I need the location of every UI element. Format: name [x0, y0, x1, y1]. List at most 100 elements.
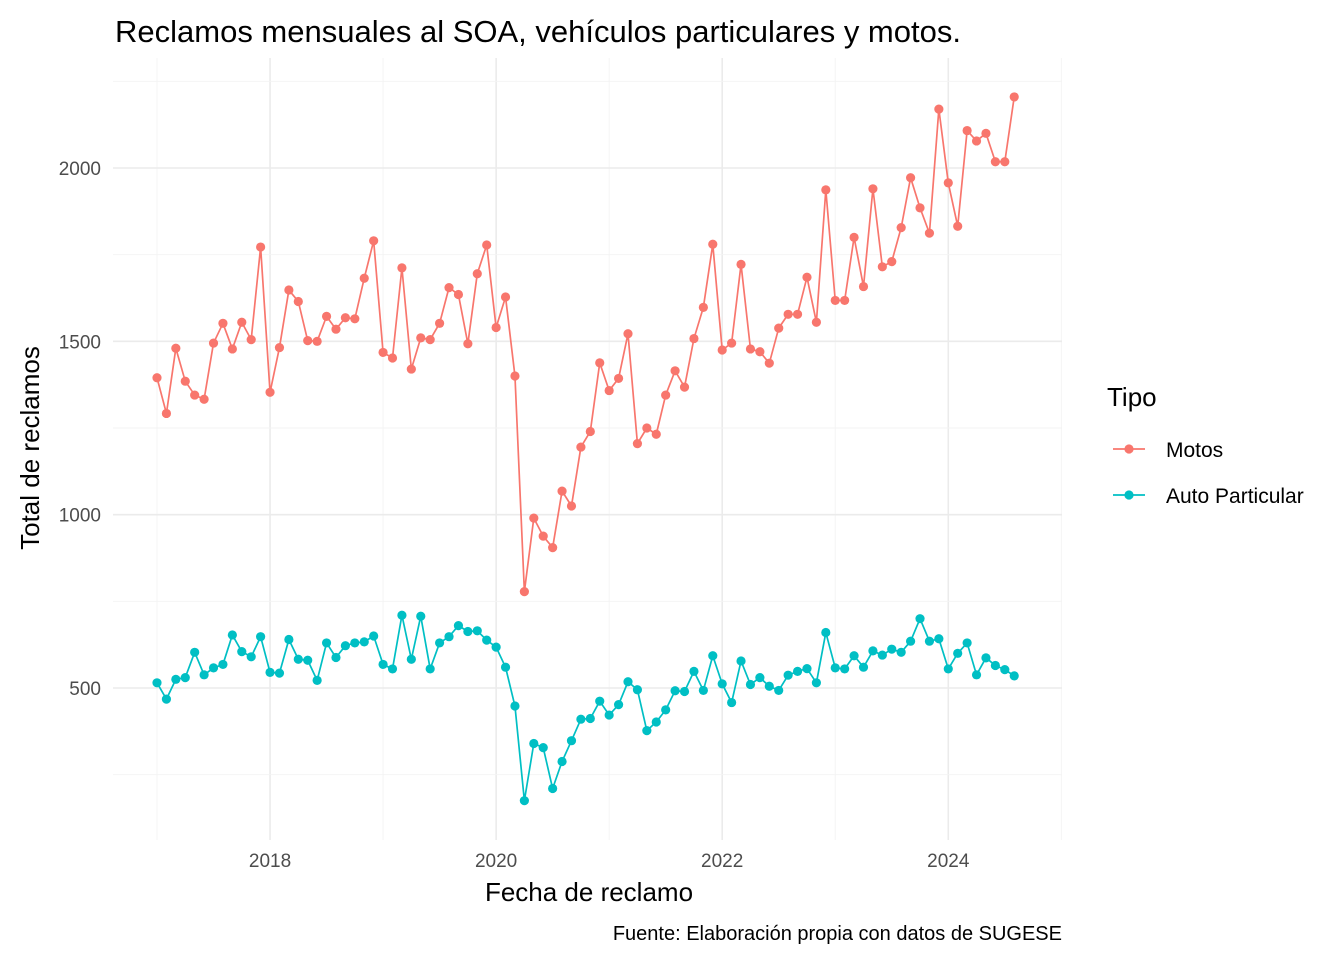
data-point: [745, 344, 756, 354]
data-point: [595, 358, 605, 368]
data-point: [435, 318, 445, 328]
data-point: [604, 385, 614, 396]
data-point: [453, 289, 464, 300]
data-point: [256, 632, 266, 642]
data-point: [293, 654, 303, 664]
data-point: [500, 292, 511, 302]
legend-key-point: [1124, 490, 1134, 500]
data-point: [632, 685, 643, 695]
data-point: [661, 390, 671, 400]
legend-title: Tipo: [1107, 382, 1157, 412]
data-point: [482, 240, 492, 250]
data-point: [962, 638, 972, 648]
data-point: [595, 696, 605, 706]
data-point: [821, 185, 831, 195]
data-point: [934, 104, 944, 114]
data-point: [915, 203, 925, 213]
data-point: [218, 318, 228, 328]
data-point: [321, 311, 332, 321]
data-point: [519, 587, 529, 597]
data-point: [529, 738, 539, 749]
data-point: [943, 178, 953, 188]
data-point: [887, 644, 897, 654]
data-point: [717, 679, 727, 689]
data-point: [387, 664, 398, 674]
data-point: [453, 621, 464, 631]
data-point: [152, 373, 162, 383]
data-point: [774, 323, 784, 333]
data-point: [708, 239, 718, 249]
data-point: [491, 322, 501, 333]
data-point: [387, 353, 398, 363]
data-point: [180, 376, 190, 386]
data-point: [171, 343, 181, 353]
data-point: [661, 705, 671, 715]
data-point: [576, 714, 586, 724]
data-point: [830, 663, 840, 673]
data-point: [896, 223, 906, 233]
data-point: [218, 659, 228, 670]
data-point: [557, 756, 567, 767]
data-point: [811, 317, 822, 327]
plot-area: [152, 92, 1019, 806]
data-point: [416, 333, 426, 343]
data-point: [613, 373, 624, 384]
data-point: [425, 335, 435, 345]
data-point: [783, 309, 793, 319]
data-point: [990, 660, 1000, 671]
data-point: [896, 647, 906, 657]
y-tick-label: 500: [69, 679, 101, 700]
series-motos: [152, 92, 1019, 597]
data-point: [764, 358, 774, 368]
x-tick-label: 2018: [249, 851, 291, 872]
data-point: [340, 313, 350, 323]
data-point: [840, 664, 850, 674]
data-point: [1009, 92, 1019, 102]
data-point: [962, 125, 972, 136]
data-point: [934, 634, 944, 644]
data-point: [491, 642, 501, 652]
data-point: [792, 309, 803, 319]
data-point: [416, 611, 426, 621]
data-point: [519, 796, 529, 806]
data-point: [698, 685, 708, 696]
x-axis-ticks: 2018 2020 2022 2024: [249, 851, 970, 872]
series-line: [156, 614, 1015, 802]
data-point: [566, 501, 577, 511]
data-point: [830, 295, 840, 306]
series-auto-particular: [152, 610, 1019, 806]
data-point: [510, 371, 520, 381]
data-point: [858, 281, 869, 292]
data-point: [510, 701, 520, 711]
data-point: [745, 679, 756, 690]
data-point: [755, 347, 765, 357]
data-point: [698, 302, 708, 312]
data-point: [858, 662, 869, 672]
data-point: [340, 641, 350, 651]
data-point: [613, 700, 624, 710]
data-point: [425, 664, 435, 674]
data-point: [877, 650, 887, 660]
legend: Tipo Motos Auto Particular: [1107, 382, 1304, 508]
data-point: [538, 743, 548, 753]
data-point: [369, 631, 379, 641]
data-point: [180, 673, 190, 683]
data-point: [623, 329, 633, 339]
series-line: [156, 96, 1016, 593]
data-point: [397, 263, 407, 273]
data-point: [868, 184, 878, 194]
y-tick-label: 2000: [59, 159, 101, 180]
data-point: [727, 697, 737, 708]
legend-label: Motos: [1166, 439, 1223, 462]
data-point: [500, 662, 511, 672]
data-point: [906, 636, 916, 646]
data-point: [237, 647, 247, 657]
data-point: [312, 336, 322, 346]
x-axis-title: Fecha de reclamo: [485, 877, 693, 907]
data-point: [915, 614, 925, 624]
data-point: [293, 296, 303, 307]
data-point: [924, 636, 935, 646]
data-point: [548, 783, 558, 794]
data-point: [868, 646, 878, 656]
